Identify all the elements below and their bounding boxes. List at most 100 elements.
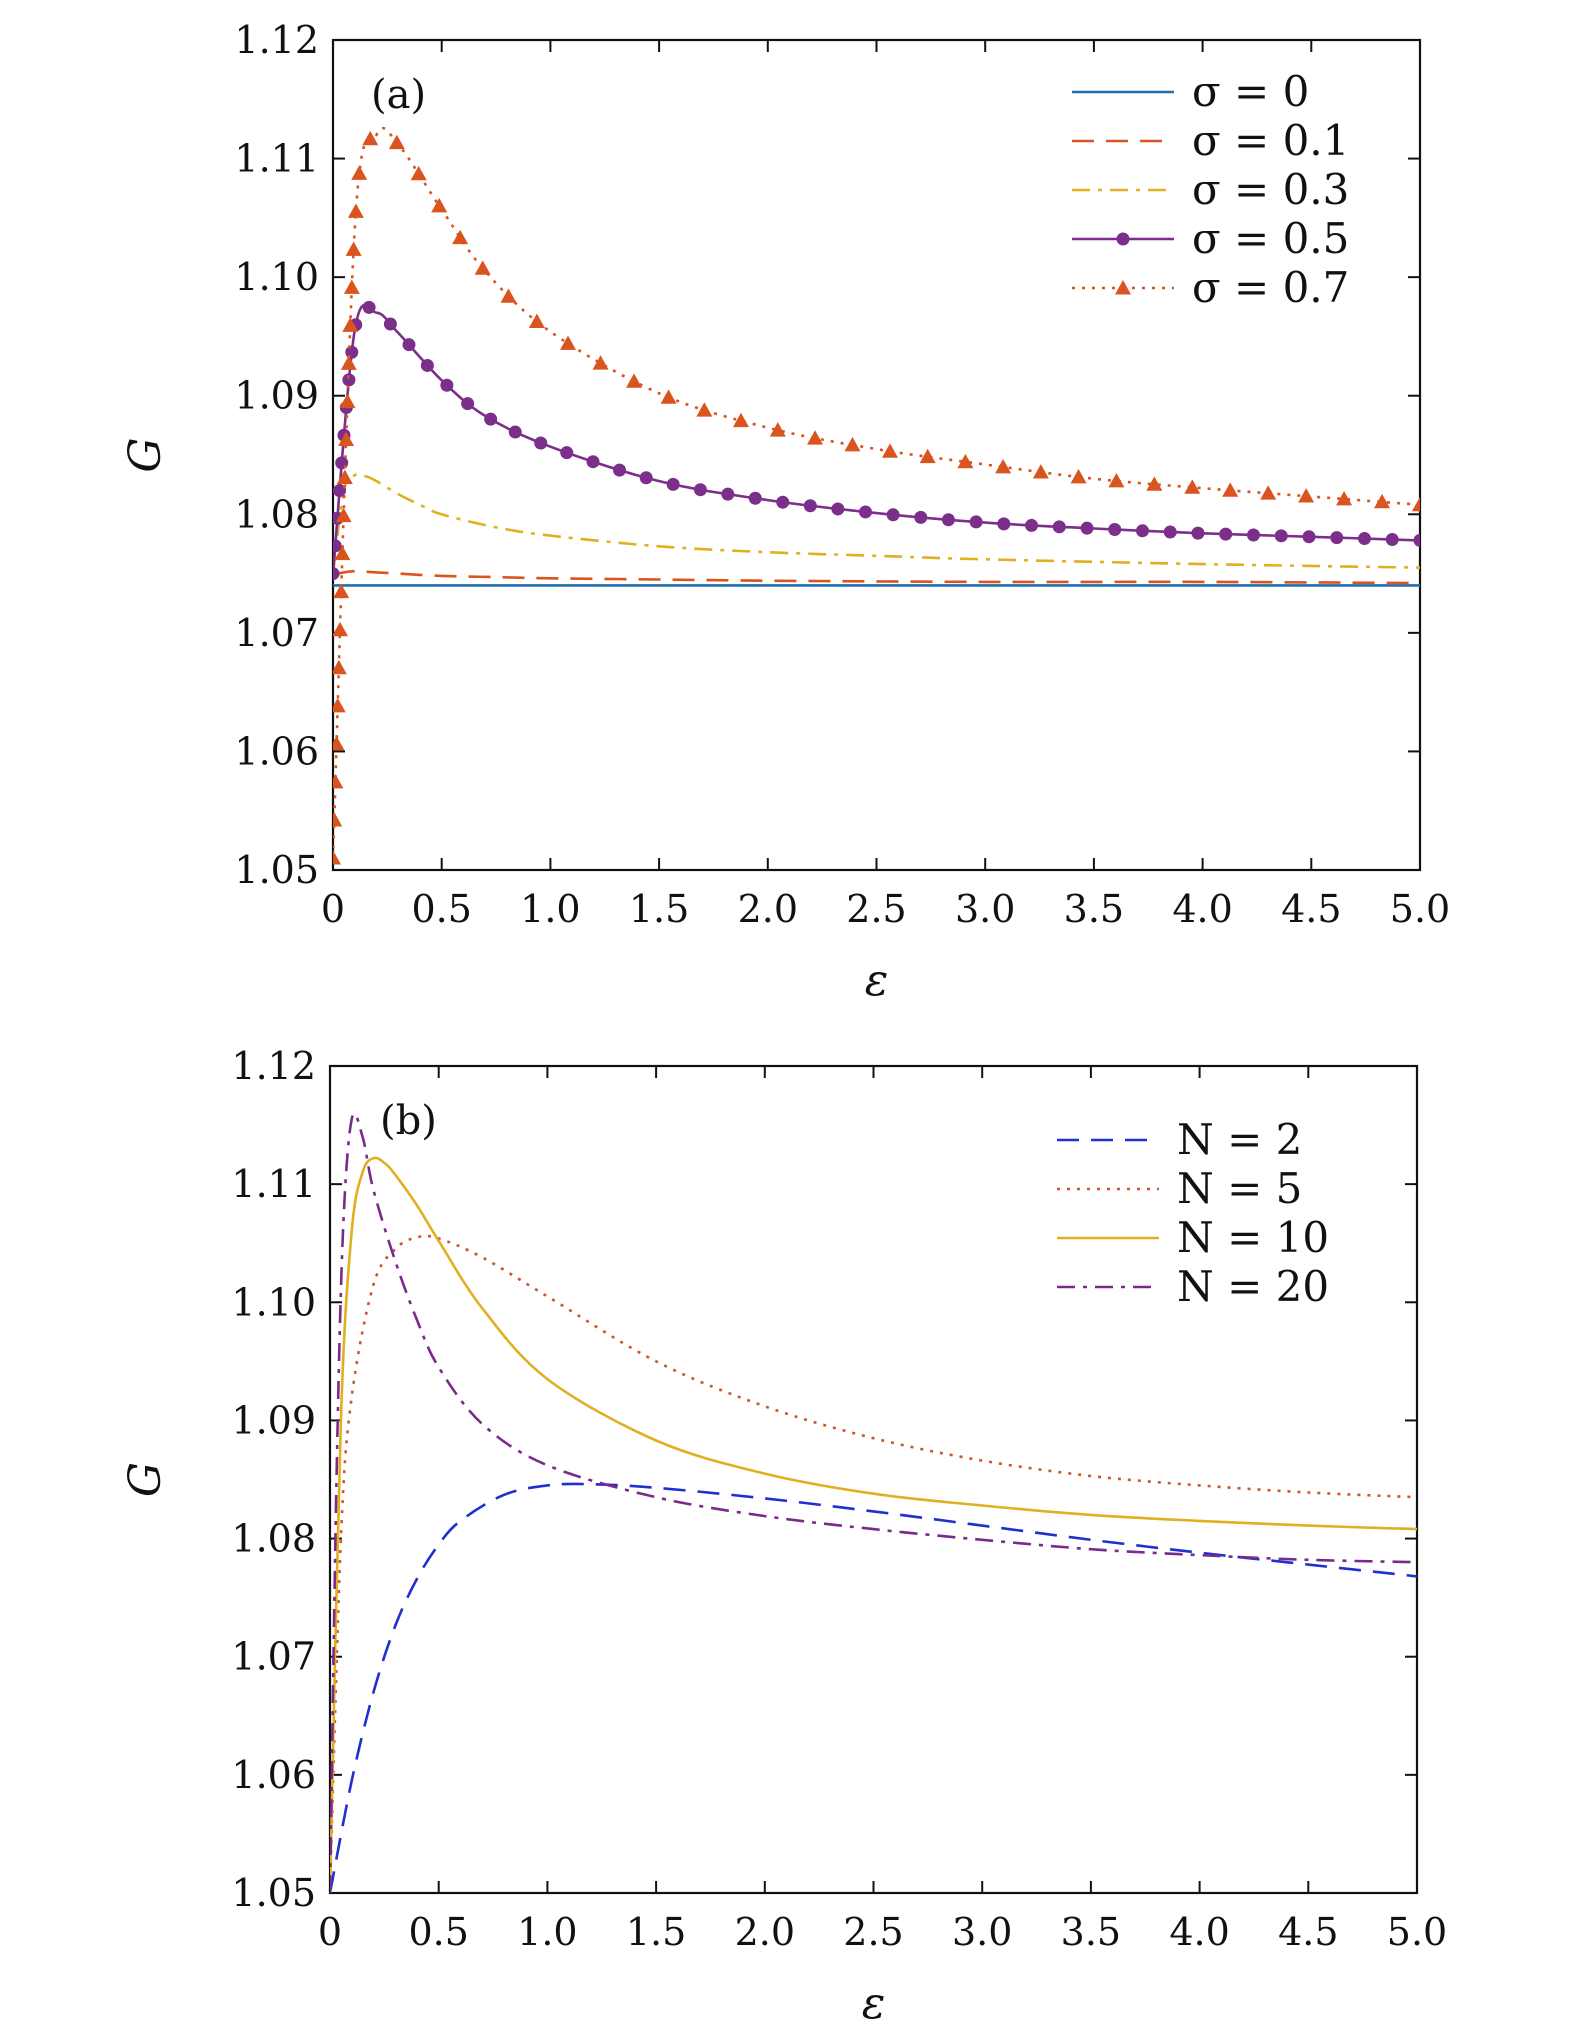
data-point [336, 469, 353, 485]
y-tick-label: 1.09 [234, 374, 319, 418]
series-layer [333, 127, 1420, 865]
data-point [410, 165, 427, 181]
data-point [957, 453, 974, 469]
x-tick-label: 5.0 [1387, 1910, 1447, 1954]
data-point [1184, 479, 1201, 494]
data-point [586, 455, 600, 469]
chart-panel-a: 0 0.5 1.0 1.5 2.0 2.5 3.0 3.5 4.0 4.5 5.0 1.05 1.06 1… [120, 18, 1450, 1006]
data-point [626, 373, 643, 388]
x-tick-label: 5.0 [1390, 887, 1450, 931]
y-tick-label: 1.06 [231, 1753, 316, 1797]
legend-label: σ = 0 [1192, 67, 1309, 116]
x-tick-label: 4.5 [1278, 1910, 1338, 1954]
series-line [330, 1112, 1417, 1893]
data-point [388, 134, 405, 150]
x-tick-label: 0 [318, 1910, 342, 1954]
data-point [333, 774, 344, 789]
panel-label: (b) [380, 1098, 437, 1144]
data-point [1385, 532, 1399, 546]
y-tick-label: 1.05 [234, 848, 319, 892]
chart-panel-b: 0 0.5 1.0 1.5 2.0 2.5 3.0 3.5 4.0 4.5 5.0 1.05 1.06 1… [120, 1044, 1447, 2028]
x-axis-label: ε [865, 955, 889, 1006]
x-tick-label: 3.0 [955, 887, 1015, 931]
data-point [1135, 524, 1149, 538]
x-tick-label: 1.0 [517, 1910, 577, 1954]
data-point [1302, 530, 1316, 544]
legend-marker [1115, 280, 1131, 295]
y-tick-label: 1.05 [231, 1871, 316, 1915]
data-point [508, 425, 522, 439]
data-point [1052, 520, 1066, 534]
y-tick-label: 1.10 [234, 255, 319, 299]
data-point [1357, 532, 1371, 546]
data-point [333, 812, 343, 827]
data-point [560, 446, 574, 460]
panel-label: (a) [371, 72, 426, 118]
series-line [333, 303, 1420, 574]
data-point [333, 697, 346, 713]
data-point [342, 317, 359, 332]
data-point [420, 358, 434, 372]
data-point [452, 229, 469, 245]
series-line [333, 569, 1420, 585]
data-point [1260, 485, 1277, 500]
data-point [1108, 473, 1125, 488]
data-point [639, 471, 653, 485]
legend-label: σ = 0.5 [1192, 214, 1349, 263]
data-point [1025, 518, 1039, 532]
y-tick-label: 1.12 [234, 18, 319, 62]
x-tick-label: 4.5 [1281, 887, 1341, 931]
data-point [748, 491, 762, 505]
data-point [333, 850, 341, 865]
data-point [1330, 531, 1344, 545]
data-point [333, 539, 342, 553]
series-line [330, 1482, 1417, 1893]
data-point [696, 402, 713, 417]
data-point [1374, 493, 1391, 509]
y-tick-label: 1.09 [231, 1398, 316, 1442]
x-tick-label: 2.5 [846, 887, 906, 931]
series-line [333, 472, 1420, 574]
data-point [941, 513, 955, 527]
data-point [362, 130, 379, 146]
y-axis-label: G [120, 437, 171, 472]
data-point [333, 583, 350, 599]
x-tick-label: 1.5 [626, 1910, 686, 1954]
x-tick-label: 3.5 [1064, 887, 1124, 931]
legend-label: N = 10 [1177, 1213, 1329, 1262]
data-point [362, 300, 376, 314]
x-tick-label: 3.0 [952, 1910, 1012, 1954]
data-point [612, 463, 626, 477]
legend-label: N = 20 [1177, 1262, 1329, 1311]
data-point [732, 412, 749, 428]
x-axis-label: ε [862, 1978, 886, 2028]
x-tick-label: 3.5 [1061, 1910, 1121, 1954]
data-point [1191, 526, 1205, 540]
series-layer [330, 1112, 1417, 1893]
data-point [345, 241, 362, 256]
x-tick-label: 4.0 [1169, 1910, 1229, 1954]
y-tick-label: 1.08 [234, 492, 319, 536]
data-point [1298, 488, 1315, 503]
data-point [461, 397, 475, 411]
x-tick-label: 2.0 [738, 887, 798, 931]
data-point [886, 508, 900, 522]
data-point [1274, 529, 1288, 543]
data-point [383, 317, 397, 331]
data-point [334, 545, 351, 561]
series-line [330, 1234, 1417, 1893]
legend-marker [1116, 232, 1130, 246]
data-point [440, 378, 454, 392]
data-point [534, 436, 548, 450]
y-tick-label: 1.11 [234, 137, 319, 181]
data-point [858, 505, 872, 519]
data-point [969, 515, 983, 529]
data-point [333, 659, 347, 675]
legend-label: σ = 0.7 [1192, 263, 1349, 312]
data-point [721, 487, 735, 501]
data-point [776, 495, 790, 509]
data-point [803, 499, 817, 513]
data-point [474, 260, 491, 275]
data-point [592, 355, 609, 370]
